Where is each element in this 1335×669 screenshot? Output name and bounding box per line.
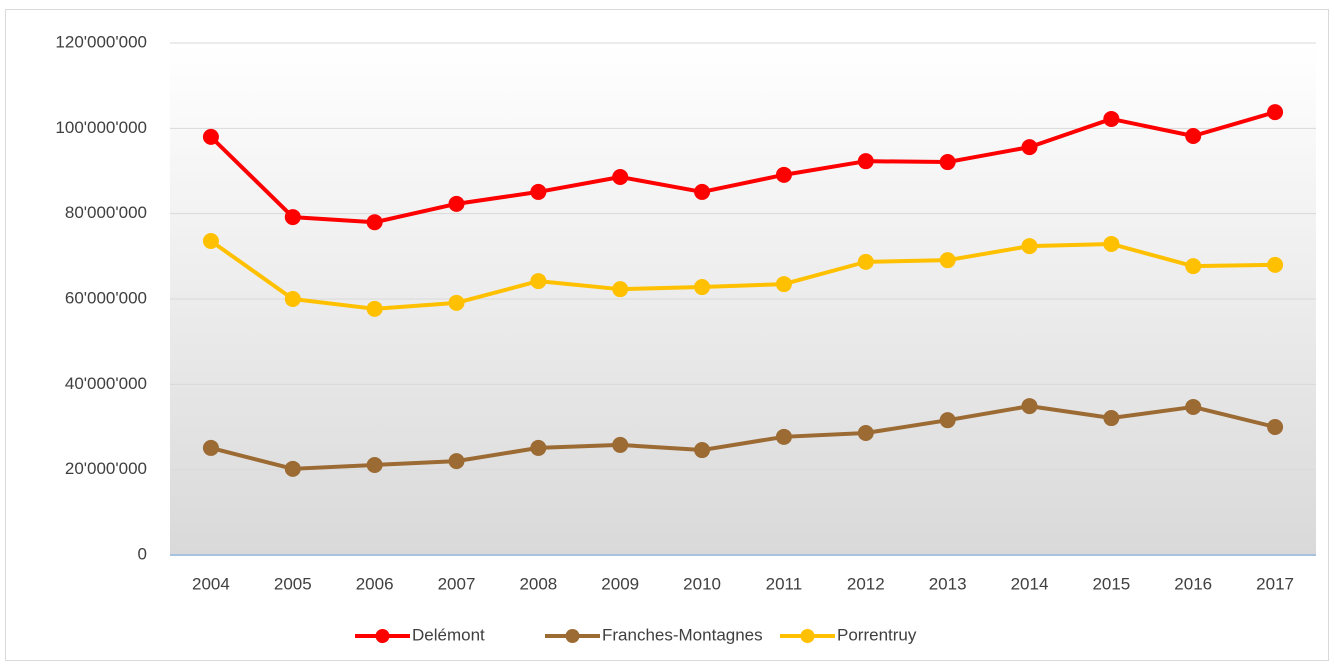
data-point <box>1267 256 1284 273</box>
y-tick-label: 20'000'000 <box>65 459 147 478</box>
data-point <box>939 154 956 171</box>
legend-marker <box>800 629 815 643</box>
data-point <box>1103 410 1120 427</box>
data-point <box>530 273 547 290</box>
data-point <box>448 294 465 311</box>
x-tick-label: 2015 <box>1092 574 1130 593</box>
y-tick-label: 0 <box>138 544 147 563</box>
legend-marker <box>375 629 390 643</box>
x-tick-label: 2011 <box>766 574 803 593</box>
y-tick-label: 80'000'000 <box>65 203 147 222</box>
data-point <box>612 168 629 185</box>
data-point <box>775 428 792 445</box>
data-point <box>1103 110 1120 127</box>
x-tick-label: 2005 <box>274 574 312 593</box>
data-point <box>202 128 219 145</box>
data-point <box>1267 419 1284 435</box>
data-point <box>1021 238 1038 255</box>
x-tick-label: 2017 <box>1256 574 1294 593</box>
data-point <box>1185 128 1202 145</box>
x-tick-label: 2006 <box>356 574 394 593</box>
y-tick-label: 40'000'000 <box>65 374 147 393</box>
x-tick-label: 2007 <box>438 574 476 593</box>
data-point <box>775 166 792 183</box>
y-tick-label: 120'000'000 <box>55 32 147 51</box>
data-point <box>448 195 465 212</box>
data-point <box>366 300 383 317</box>
series-line <box>209 239 1276 311</box>
data-point <box>366 214 383 231</box>
legend-label: Porrentruy <box>837 625 917 644</box>
series-line <box>209 110 1276 225</box>
data-point <box>1267 104 1284 121</box>
data-point <box>1103 235 1120 252</box>
data-point <box>202 232 219 249</box>
data-point <box>612 436 629 453</box>
x-tick-label: 2004 <box>192 574 230 593</box>
data-point <box>857 153 874 170</box>
data-point <box>1185 258 1202 275</box>
x-tick-label: 2013 <box>929 574 967 593</box>
y-tick-label: 60'000'000 <box>65 288 147 307</box>
x-tick-label: 2009 <box>601 574 639 593</box>
data-point <box>857 253 874 270</box>
data-point <box>939 412 956 429</box>
data-point <box>1185 398 1202 415</box>
legend-label: Delémont <box>412 625 485 644</box>
data-point <box>1021 139 1038 156</box>
data-point <box>448 453 465 470</box>
data-point <box>694 183 711 200</box>
data-point <box>857 424 874 441</box>
legend-marker <box>565 629 580 643</box>
data-point <box>202 439 219 456</box>
x-tick-label: 2014 <box>1011 574 1049 593</box>
data-point <box>284 291 301 307</box>
x-tick-label: 2012 <box>847 574 885 593</box>
data-point <box>1021 398 1038 415</box>
data-point <box>694 279 711 296</box>
data-point <box>939 252 956 269</box>
x-tick-label: 2010 <box>683 574 721 593</box>
y-tick-label: 100'000'000 <box>55 118 147 137</box>
data-point <box>612 281 629 298</box>
data-point <box>694 442 711 459</box>
x-tick-label: 2016 <box>1174 574 1212 593</box>
series-line <box>210 404 1276 471</box>
data-point <box>775 276 792 293</box>
x-tick-label: 2008 <box>519 574 557 593</box>
legend-label: Franches-Montagnes <box>602 625 763 644</box>
data-point <box>366 456 383 473</box>
data-point <box>284 460 301 477</box>
data-point <box>530 183 547 200</box>
data-point <box>284 209 301 226</box>
data-point <box>530 439 547 456</box>
